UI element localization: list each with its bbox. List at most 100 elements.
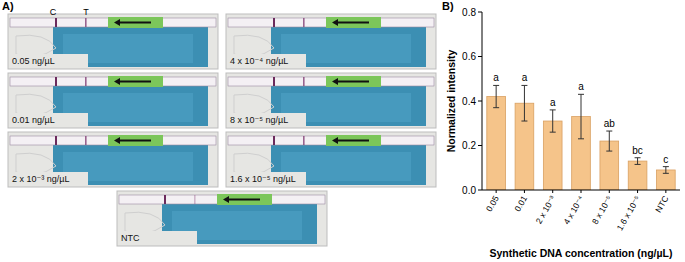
control-line: [55, 77, 57, 86]
significance-letter: bc: [632, 145, 643, 156]
y-tick: [478, 12, 482, 13]
significance-letter: ab: [604, 118, 616, 129]
error-cap: [578, 138, 584, 139]
strip-photo: 0.05 ng/µL: [8, 14, 218, 69]
error-cap: [606, 151, 612, 152]
y-tick: [478, 101, 482, 102]
control-line: [55, 18, 57, 27]
sample-pad: [217, 194, 272, 205]
error-cap: [663, 173, 669, 174]
test-strip: [10, 18, 216, 27]
photo-background: [226, 73, 436, 128]
error-bar: [550, 110, 556, 132]
cassette-outline: [16, 94, 56, 116]
error-bar: [606, 131, 612, 151]
x-tick-label: 4 x 10⁻⁴: [561, 194, 585, 226]
strip-label: T: [83, 7, 89, 17]
y-tick: [478, 145, 482, 146]
error-cap: [635, 157, 641, 158]
label-background: [10, 54, 88, 67]
error-stem: [552, 110, 553, 132]
strip-photo: 0.01 ng/µL: [8, 73, 218, 128]
test-line: [194, 195, 196, 204]
concentration-label: 2 x 10⁻³ ng/µL: [12, 174, 69, 184]
strip-label: C: [50, 7, 57, 17]
test-line: [303, 136, 305, 145]
error-cap: [521, 121, 527, 122]
control-line: [273, 77, 275, 86]
y-tick: [478, 56, 482, 57]
x-tick-label: 8 x 10⁻⁵: [590, 194, 614, 226]
significance-letter: a: [550, 97, 556, 108]
y-axis-label: Normalized intensity: [445, 50, 457, 153]
flow-arrow: [118, 81, 151, 83]
y-tick-label: 0.6: [462, 51, 476, 62]
concentration-label: 1.6 x 10⁻⁵ ng/µL: [230, 174, 296, 184]
panel-label: B): [442, 0, 454, 12]
photo-background: [226, 14, 436, 69]
error-cap: [493, 107, 499, 108]
error-cap: [550, 109, 556, 110]
x-tick-label: 1.6 x 10⁻⁵: [615, 194, 643, 232]
concentration-label: 8 x 10⁻⁵ ng/µL: [230, 115, 288, 125]
significance-letter: a: [578, 81, 584, 92]
bar: [487, 97, 506, 190]
error-cap: [635, 164, 641, 165]
sample-pad: [108, 135, 163, 146]
flow-arrowhead: [114, 19, 120, 26]
significance-letter: a: [522, 72, 528, 83]
x-tick-label: 0.01: [512, 194, 529, 214]
flow-arrowhead: [332, 137, 338, 144]
cassette-outline: [125, 212, 165, 234]
control-line: [273, 18, 275, 27]
y-tick-label: 0.2: [462, 140, 476, 151]
error-stem: [637, 158, 638, 165]
strip-photo: 1.6 x 10⁻⁵ ng/µL: [226, 132, 436, 187]
strip-photo: 8 x 10⁻⁵ ng/µL: [226, 73, 436, 128]
flow-arrowhead: [114, 78, 120, 85]
error-cap: [663, 166, 669, 167]
y-tick-label: 0.8: [462, 7, 476, 18]
cassette-outline: [234, 153, 274, 175]
error-bar: [521, 85, 527, 121]
photo-background: [8, 73, 218, 128]
error-cap: [521, 85, 527, 86]
photo-background: [8, 132, 218, 187]
error-stem: [581, 94, 582, 139]
error-stem: [524, 85, 525, 121]
error-stem: [665, 167, 666, 174]
photo-background: [117, 191, 327, 246]
error-bar: [493, 85, 499, 107]
label-background: [10, 172, 88, 185]
photo-background: [8, 14, 218, 69]
concentration-label: 0.01 ng/µL: [12, 115, 55, 125]
cassette-outline: [234, 94, 274, 116]
flow-arrowhead: [332, 19, 338, 26]
test-line: [85, 18, 87, 27]
strip-photo: NTC: [117, 191, 327, 246]
test-line: [303, 18, 305, 27]
test-line: [303, 77, 305, 86]
sample-pad: [326, 135, 381, 146]
significance-letter: a: [493, 72, 499, 83]
control-line: [55, 136, 57, 145]
test-line: [85, 136, 87, 145]
error-bar: [635, 158, 641, 165]
sample-pad: [326, 76, 381, 87]
sample-pad: [326, 17, 381, 28]
error-stem: [609, 131, 610, 151]
y-tick-label: 0.0: [462, 185, 476, 196]
error-cap: [606, 131, 612, 132]
photo-background: [226, 132, 436, 187]
flow-arrowhead: [332, 78, 338, 85]
strip-photo: 2 x 10⁻³ ng/µL: [8, 132, 218, 187]
cassette-outline: [16, 35, 56, 57]
flow-arrow: [118, 140, 151, 142]
cassette-outline: [234, 35, 274, 57]
flow-arrow: [336, 140, 369, 142]
flow-arrow: [118, 22, 151, 24]
label-background: [10, 113, 88, 126]
test-strip: [119, 195, 325, 204]
flow-arrowhead: [114, 137, 120, 144]
y-axis: [482, 12, 483, 190]
